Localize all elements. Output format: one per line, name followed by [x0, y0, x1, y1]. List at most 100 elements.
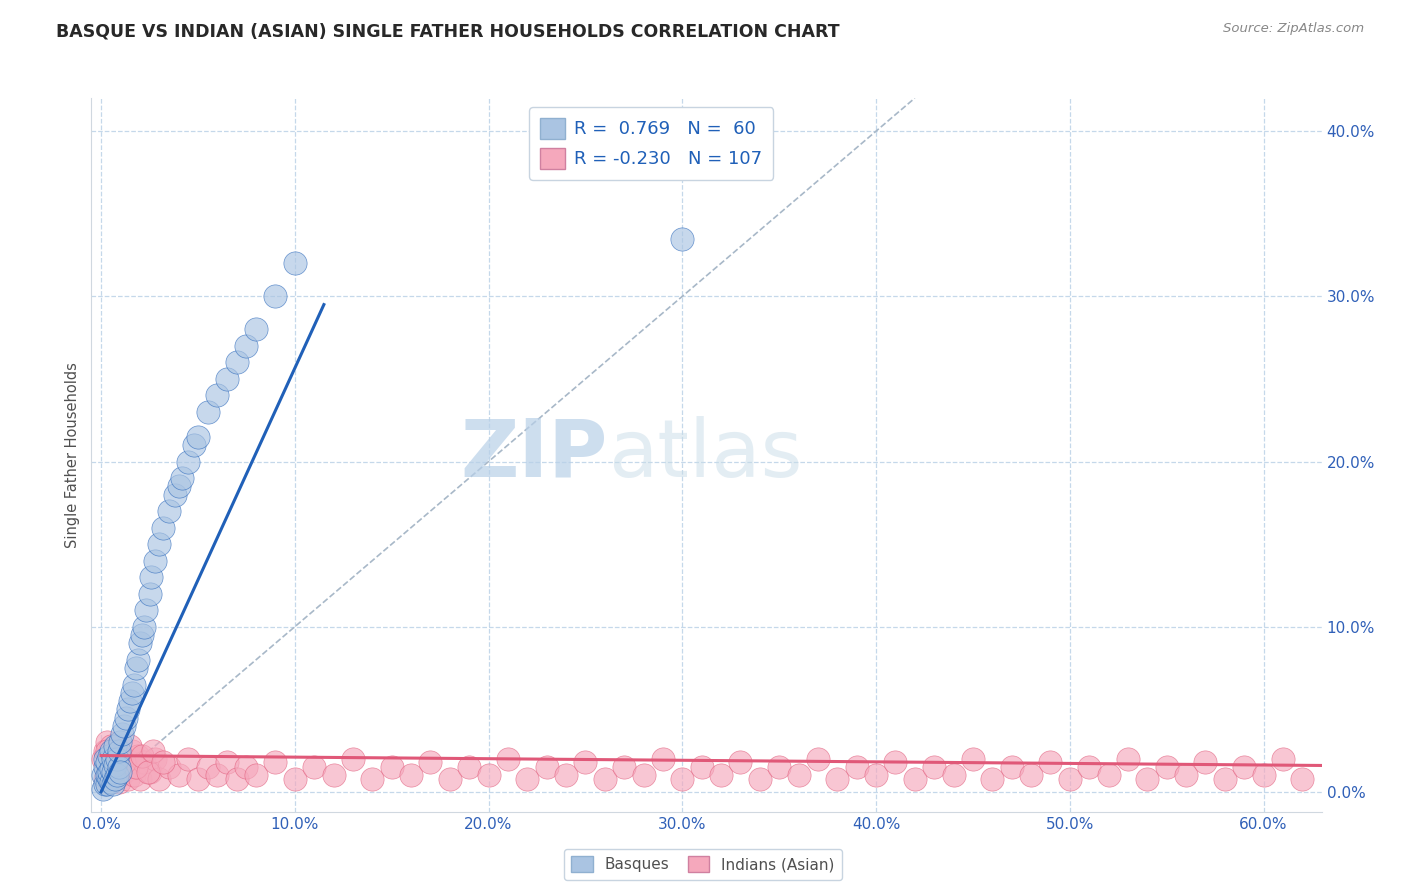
Point	[884, 755, 907, 769]
Point	[101, 752, 124, 766]
Point	[94, 743, 117, 757]
Point	[110, 765, 132, 780]
Point	[131, 628, 153, 642]
Point	[342, 752, 364, 766]
Point	[302, 760, 325, 774]
Point	[322, 768, 344, 782]
Point	[101, 777, 124, 791]
Point	[1059, 772, 1081, 786]
Point	[122, 677, 145, 691]
Point	[1194, 755, 1216, 769]
Point	[100, 739, 122, 753]
Point	[439, 772, 461, 786]
Point	[593, 772, 616, 786]
Point	[962, 752, 984, 766]
Point	[112, 755, 135, 769]
Point	[225, 355, 247, 369]
Point	[1001, 760, 1024, 774]
Point	[496, 752, 519, 766]
Point	[110, 735, 132, 749]
Point	[1078, 760, 1101, 774]
Point	[96, 755, 118, 769]
Point	[96, 743, 118, 757]
Point	[120, 694, 142, 708]
Point	[101, 765, 124, 780]
Point	[730, 755, 752, 769]
Point	[97, 772, 120, 786]
Point	[157, 760, 180, 774]
Point	[264, 755, 287, 769]
Point	[104, 772, 127, 786]
Point	[235, 760, 257, 774]
Point	[207, 388, 229, 402]
Point	[107, 760, 129, 774]
Point	[187, 772, 209, 786]
Point	[516, 772, 538, 786]
Point	[96, 735, 118, 749]
Point	[97, 765, 120, 780]
Point	[107, 755, 129, 769]
Point	[105, 765, 128, 780]
Point	[135, 603, 157, 617]
Point	[167, 768, 190, 782]
Point	[1156, 760, 1178, 774]
Point	[215, 372, 238, 386]
Point	[1116, 752, 1139, 766]
Point	[381, 760, 404, 774]
Point	[100, 762, 122, 776]
Point	[690, 760, 713, 774]
Point	[1039, 755, 1062, 769]
Point	[132, 755, 155, 769]
Point	[101, 760, 124, 774]
Point	[143, 752, 166, 766]
Point	[235, 339, 257, 353]
Point	[125, 760, 148, 774]
Point	[284, 772, 307, 786]
Point	[115, 710, 138, 724]
Point	[111, 760, 134, 774]
Point	[96, 765, 118, 780]
Point	[197, 760, 219, 774]
Point	[117, 772, 139, 786]
Point	[141, 570, 163, 584]
Point	[1253, 768, 1275, 782]
Point	[125, 661, 148, 675]
Point	[110, 743, 132, 757]
Point	[105, 752, 128, 766]
Point	[399, 768, 422, 782]
Point	[97, 748, 120, 763]
Point	[110, 768, 132, 782]
Point	[101, 748, 124, 763]
Point	[922, 760, 945, 774]
Point	[845, 760, 868, 774]
Point	[207, 768, 229, 782]
Point	[105, 768, 128, 782]
Point	[100, 768, 122, 782]
Point	[807, 752, 830, 766]
Point	[121, 686, 143, 700]
Point	[127, 653, 149, 667]
Point	[264, 289, 287, 303]
Point	[115, 752, 138, 766]
Point	[104, 743, 127, 757]
Point	[148, 537, 170, 551]
Point	[148, 772, 170, 786]
Text: BASQUE VS INDIAN (ASIAN) SINGLE FATHER HOUSEHOLDS CORRELATION CHART: BASQUE VS INDIAN (ASIAN) SINGLE FATHER H…	[56, 22, 839, 40]
Point	[245, 768, 267, 782]
Point	[1271, 752, 1294, 766]
Point	[1175, 768, 1198, 782]
Point	[865, 768, 887, 782]
Point	[768, 760, 790, 774]
Point	[107, 748, 129, 763]
Point	[710, 768, 733, 782]
Point	[120, 755, 142, 769]
Point	[1213, 772, 1236, 786]
Point	[101, 752, 124, 766]
Point	[981, 772, 1004, 786]
Point	[128, 772, 150, 786]
Point	[94, 777, 117, 791]
Point	[671, 772, 693, 786]
Text: Source: ZipAtlas.com: Source: ZipAtlas.com	[1223, 22, 1364, 36]
Point	[127, 748, 149, 763]
Point	[100, 775, 122, 789]
